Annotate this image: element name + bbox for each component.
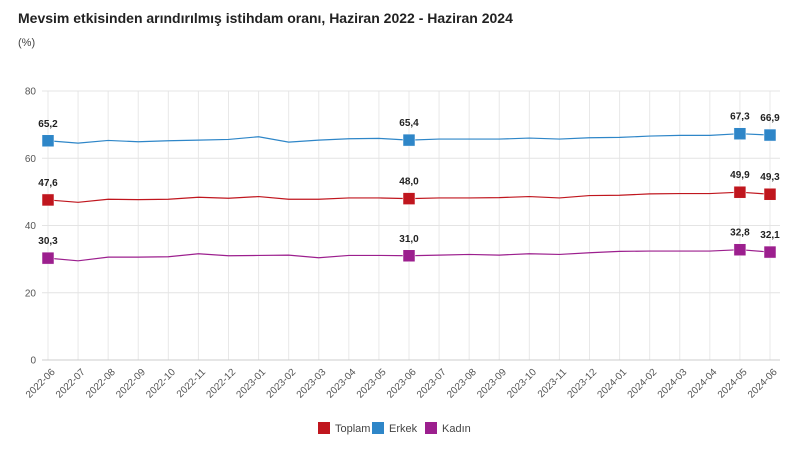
- x-tick-label: 2023-09: [475, 367, 509, 401]
- data-label-kadın: 31,0: [399, 234, 419, 245]
- legend-label-toplam: Toplam: [335, 423, 370, 435]
- x-tick-label: 2023-05: [355, 367, 389, 401]
- data-point-erkek: [733, 127, 747, 140]
- x-tick-label: 2023-06: [385, 367, 419, 401]
- data-label-kadın: 30,3: [38, 236, 58, 247]
- x-tick-label: 2022-07: [54, 367, 88, 401]
- x-tick-label: 2022-06: [24, 367, 58, 401]
- x-tick-label: 2023-03: [295, 367, 329, 401]
- y-axis-label: (%): [18, 37, 36, 49]
- x-tick-label: 2023-01: [235, 367, 269, 401]
- legend-label-kadın: Kadın: [442, 423, 471, 435]
- x-tick-label: 2022-08: [84, 367, 118, 401]
- data-label-kadın: 32,1: [760, 230, 780, 241]
- data-label-kadın: 32,8: [730, 228, 750, 239]
- data-label-erkek: 66,9: [760, 113, 780, 124]
- data-point-kadın: [402, 249, 416, 263]
- x-tick-label: 2023-12: [565, 367, 599, 401]
- x-tick-label: 2022-12: [204, 367, 238, 401]
- data-label-toplam: 48,0: [399, 177, 419, 188]
- x-tick-label: 2023-04: [325, 367, 359, 401]
- legend-swatch-erkek: [372, 422, 384, 434]
- data-label-erkek: 67,3: [730, 112, 750, 123]
- data-point-kadın: [733, 243, 747, 256]
- data-point-erkek: [402, 133, 416, 147]
- chart-title: Mevsim etkisinden arındırılmış istihdam …: [18, 10, 513, 26]
- y-tick-label: 40: [25, 221, 37, 232]
- data-point-toplam: [763, 187, 777, 201]
- data-point-erkek: [41, 134, 55, 148]
- x-tick-label: 2024-04: [686, 367, 720, 401]
- y-tick-label: 20: [25, 288, 37, 299]
- x-tick-label: 2022-09: [114, 367, 148, 401]
- data-point-toplam: [402, 192, 416, 205]
- data-point-toplam: [733, 185, 747, 199]
- data-point-toplam: [41, 193, 55, 207]
- data-point-kadın: [763, 245, 777, 259]
- y-tick-label: 80: [25, 87, 37, 98]
- x-tick-label: 2023-07: [415, 367, 449, 401]
- x-tick-label: 2023-10: [505, 367, 539, 401]
- data-label-erkek: 65,2: [38, 119, 58, 130]
- x-tick-label: 2023-02: [265, 367, 299, 401]
- x-tick-label: 2024-05: [716, 367, 750, 401]
- legend-swatch-kadın: [425, 422, 437, 434]
- y-tick-label: 60: [25, 154, 37, 165]
- x-tick-label: 2023-11: [536, 367, 570, 401]
- x-tick-label: 2022-11: [175, 367, 209, 401]
- x-tick-label: 2024-06: [746, 367, 780, 401]
- legend-swatch-toplam: [318, 422, 330, 434]
- data-label-erkek: 65,4: [399, 118, 419, 129]
- data-point-erkek: [763, 128, 777, 142]
- data-label-toplam: 49,9: [730, 170, 750, 181]
- x-tick-label: 2024-01: [596, 367, 630, 401]
- data-point-kadın: [41, 251, 55, 265]
- data-label-toplam: 49,3: [760, 172, 780, 183]
- y-tick-label: 0: [30, 356, 36, 367]
- x-tick-label: 2022-10: [144, 367, 178, 401]
- x-tick-label: 2023-08: [445, 367, 479, 401]
- x-tick-label: 2024-03: [656, 367, 690, 401]
- x-tick-label: 2024-02: [626, 367, 660, 401]
- legend-label-erkek: Erkek: [389, 423, 418, 435]
- data-label-toplam: 47,6: [38, 178, 58, 189]
